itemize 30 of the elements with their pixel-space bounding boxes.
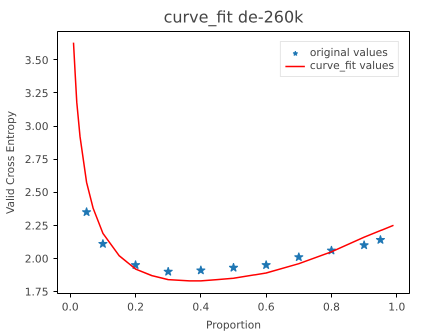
y-tick-label: 2.50 bbox=[24, 186, 49, 200]
point bbox=[196, 265, 206, 274]
x-tick-label: 0.8 bbox=[322, 300, 340, 314]
legend-label: curve_fit values bbox=[310, 59, 394, 72]
y-tick-label: 3.00 bbox=[24, 120, 49, 134]
x-tick-label: 0.4 bbox=[192, 300, 210, 314]
point bbox=[228, 262, 238, 272]
chart-title: curve_fit de-260k bbox=[164, 8, 304, 26]
x-tick-label: 1.0 bbox=[388, 300, 406, 314]
y-tick-label: 1.75 bbox=[24, 286, 49, 299]
point bbox=[376, 234, 386, 244]
y-tick-label: 3.50 bbox=[24, 54, 49, 67]
point bbox=[294, 252, 304, 262]
y-tick-label: 3.25 bbox=[24, 86, 49, 100]
x-tick-label: 0.2 bbox=[127, 300, 144, 314]
x-tick-label: 0.0 bbox=[62, 300, 79, 314]
y-tick-label: 2.00 bbox=[24, 252, 49, 266]
y-tick-label: 2.75 bbox=[24, 153, 49, 166]
x-tick-label: 0.6 bbox=[258, 300, 275, 314]
point bbox=[82, 207, 92, 216]
point bbox=[98, 238, 108, 248]
point bbox=[359, 240, 369, 250]
legend-label: original values bbox=[310, 46, 388, 59]
line-series bbox=[72, 42, 394, 282]
point bbox=[163, 266, 173, 276]
y-tick-label: 2.25 bbox=[24, 219, 49, 232]
point bbox=[130, 260, 140, 270]
x-axis-title: Proportion bbox=[206, 318, 261, 332]
point bbox=[261, 260, 271, 270]
y-axis-title: Valid Cross Entropy bbox=[4, 110, 17, 214]
